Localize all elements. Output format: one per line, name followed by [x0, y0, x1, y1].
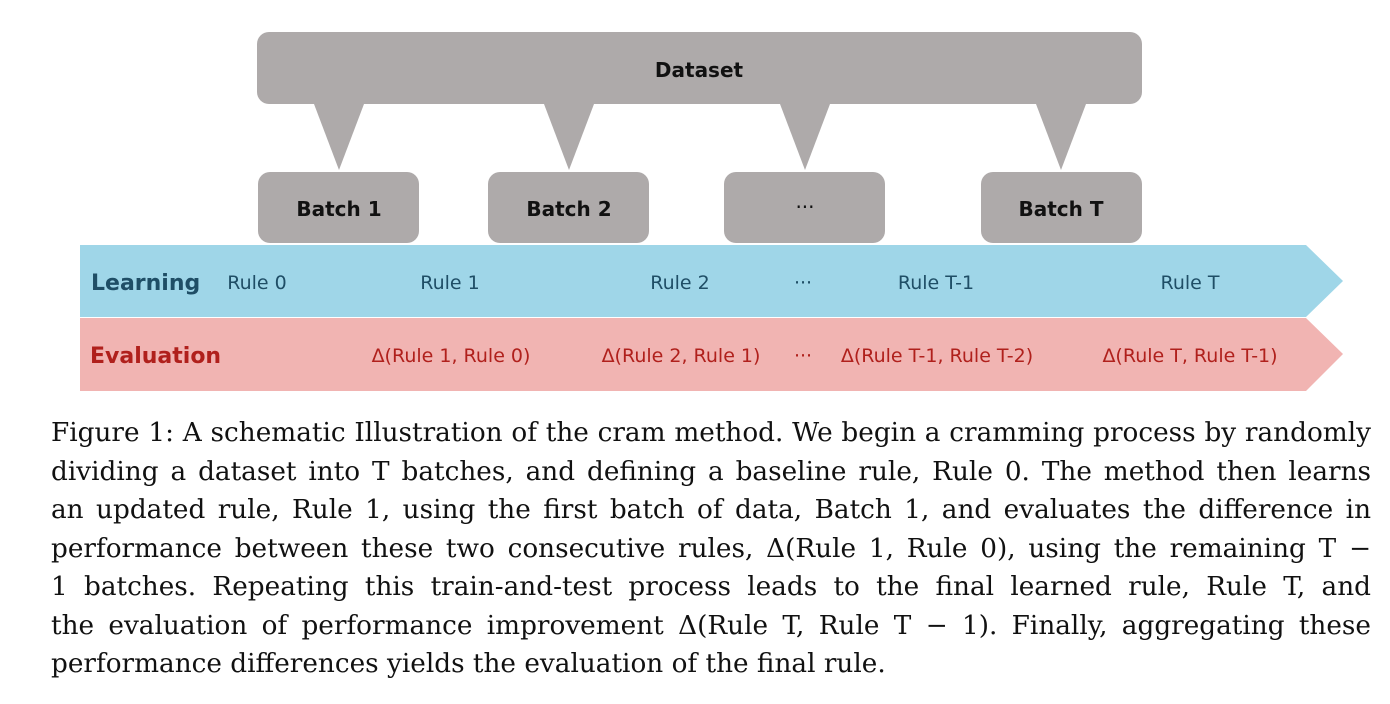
dataset-label: Dataset	[655, 58, 744, 82]
rule-ellipsis: ···	[794, 272, 812, 294]
dataset-pointer-1	[314, 104, 364, 170]
caption-line: the evaluation of performance improvemen…	[51, 610, 1371, 641]
caption-line: Figure 1: A schematic Illustration of th…	[51, 418, 1371, 448]
delta-ellipsis: ···	[794, 345, 812, 367]
delta-label: Δ(Rule 1, Rule 0)	[372, 345, 531, 367]
rule-label: Rule 1	[420, 272, 480, 294]
delta-label: Δ(Rule 2, Rule 1)	[602, 345, 761, 367]
batch-box-1: Batch 1	[258, 172, 419, 243]
rule-label: Rule 0	[227, 272, 287, 294]
dataset-pointer-2	[544, 104, 594, 170]
batch-box-ellipsis: ···	[724, 172, 885, 243]
batch-box-t: Batch T	[981, 172, 1142, 243]
evaluation-band: Evaluation Δ(Rule 1, Rule 0) Δ(Rule 2, R…	[80, 318, 1343, 391]
batch-label: Batch T	[1019, 197, 1104, 221]
dataset-box: Dataset	[257, 32, 1142, 170]
batch-label: ···	[795, 195, 814, 219]
cram-method-diagram: Dataset Batch 1 Batch 2 ··· Batch T Lear…	[80, 32, 1343, 391]
batch-box-2: Batch 2	[488, 172, 649, 243]
caption-line: 1 batches. Repeating this train-and-test…	[51, 572, 1371, 602]
caption-line: an updated rule, Rule 1, using the first…	[51, 495, 1371, 525]
batch-label: Batch 2	[526, 197, 611, 221]
evaluation-label: Evaluation	[90, 344, 221, 369]
rule-label: Rule 2	[650, 272, 710, 294]
learning-label: Learning	[91, 271, 200, 296]
caption-line: performance differences yields the evalu…	[51, 649, 886, 679]
batch-label: Batch 1	[296, 197, 381, 221]
figure-caption: Figure 1: A schematic Illustration of th…	[51, 414, 1371, 684]
delta-label: Δ(Rule T-1, Rule T-2)	[841, 345, 1033, 367]
rule-label: Rule T-1	[898, 272, 974, 294]
dataset-pointer-4	[1036, 104, 1086, 170]
delta-label: Δ(Rule T, Rule T-1)	[1102, 345, 1277, 367]
learning-band: Learning Rule 0 Rule 1 Rule 2 ··· Rule T…	[80, 245, 1343, 317]
dataset-pointer-3	[780, 104, 830, 170]
rule-label: Rule T	[1160, 272, 1219, 294]
caption-line: dividing a dataset into T batches, and d…	[51, 456, 1371, 487]
caption-line: performance between these two consecutiv…	[51, 533, 1371, 564]
